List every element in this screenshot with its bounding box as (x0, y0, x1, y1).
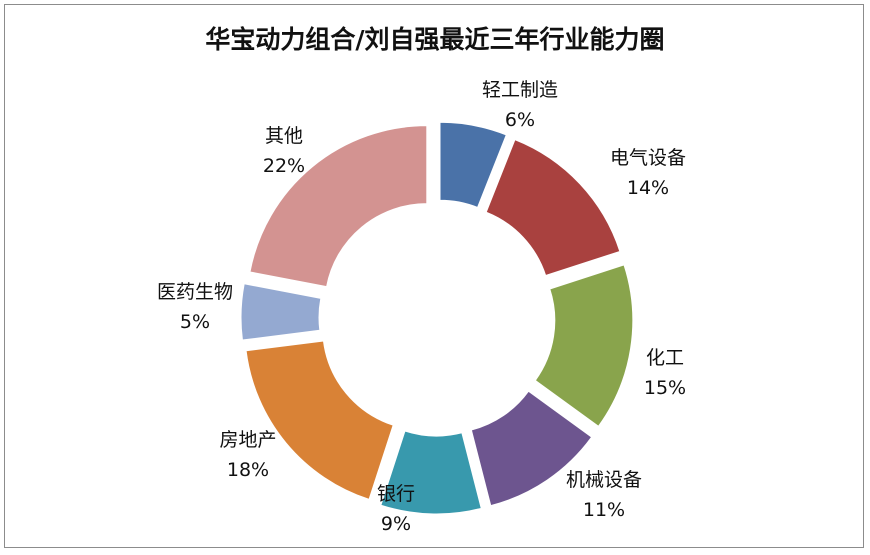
donut-slice (534, 264, 634, 428)
slice-percent-label: 15% (644, 377, 686, 399)
donut-slice (245, 340, 394, 501)
slice-label: 医药生物 (157, 281, 233, 303)
slice-label: 房地产 (219, 429, 276, 451)
slice-percent-label: 18% (227, 459, 269, 481)
slice-percent-label: 5% (180, 311, 210, 333)
donut-slice (249, 125, 428, 288)
slice-label: 电气设备 (610, 147, 686, 169)
slice-label: 机械设备 (566, 469, 642, 491)
donut-slice (485, 139, 621, 277)
chart-title: 华宝动力组合/刘自强最近三年行业能力圈 (205, 25, 665, 54)
slice-label: 轻工制造 (482, 79, 558, 101)
slice-percent-label: 6% (505, 109, 535, 131)
donut-slice (240, 283, 322, 341)
slice-label: 其他 (265, 125, 303, 147)
slice-percent-label: 11% (583, 499, 625, 521)
slice-label: 银行 (377, 483, 415, 505)
slice-percent-label: 22% (263, 155, 305, 177)
donut-slice (439, 121, 507, 209)
slice-percent-label: 9% (381, 513, 411, 535)
donut-slice (470, 390, 593, 507)
donut-slice (380, 430, 482, 515)
slice-label: 化工 (646, 347, 684, 369)
slice-percent-label: 14% (627, 177, 669, 199)
